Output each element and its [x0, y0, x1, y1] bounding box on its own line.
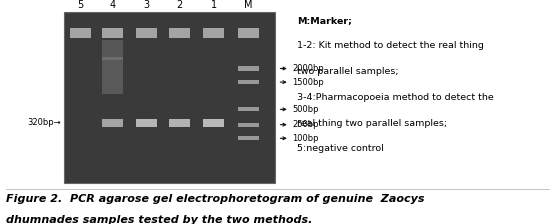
Text: 1-2: Kit method to detect the real thing: 1-2: Kit method to detect the real thing [297, 41, 484, 50]
Text: 3-4:Pharmacopoeia method to detect the: 3-4:Pharmacopoeia method to detect the [297, 93, 494, 102]
Bar [135, 28, 157, 38]
Text: 2000bp: 2000bp [292, 64, 324, 73]
Text: M: M [244, 0, 253, 10]
Bar [203, 119, 224, 127]
Text: M:Marker;: M:Marker; [297, 16, 352, 25]
Bar [102, 28, 123, 38]
Text: real thing two parallel samples;: real thing two parallel samples; [297, 119, 447, 128]
Text: 1: 1 [210, 0, 216, 10]
Text: 2: 2 [176, 0, 183, 10]
Text: 500bp: 500bp [292, 105, 319, 114]
Bar [135, 119, 157, 127]
Text: dhumnades samples tested by the two methods.: dhumnades samples tested by the two meth… [6, 215, 312, 224]
Bar [238, 28, 259, 38]
Bar [238, 136, 259, 140]
Bar [169, 28, 190, 38]
Text: two parallel samples;: two parallel samples; [297, 67, 398, 76]
Text: 250bp: 250bp [292, 120, 319, 129]
Bar [169, 119, 190, 127]
Text: 1500bp: 1500bp [292, 78, 324, 87]
Bar [64, 12, 275, 183]
Text: 100bp: 100bp [292, 134, 319, 143]
Text: 320bp→: 320bp→ [27, 118, 61, 127]
Bar [203, 28, 224, 38]
Text: 5:negative control: 5:negative control [297, 144, 384, 153]
Bar [70, 28, 91, 38]
Bar [102, 119, 123, 127]
Text: Figure 2.  PCR agarose gel electrophoretogram of genuine  Zaocys: Figure 2. PCR agarose gel electrophoreto… [6, 194, 424, 204]
Text: 5: 5 [78, 0, 84, 10]
Bar [102, 40, 123, 60]
Bar [238, 123, 259, 127]
Text: 4: 4 [109, 0, 115, 10]
Bar [102, 57, 123, 94]
Text: 3: 3 [143, 0, 149, 10]
Bar [238, 107, 259, 112]
Bar [238, 80, 259, 84]
Bar [238, 66, 259, 71]
